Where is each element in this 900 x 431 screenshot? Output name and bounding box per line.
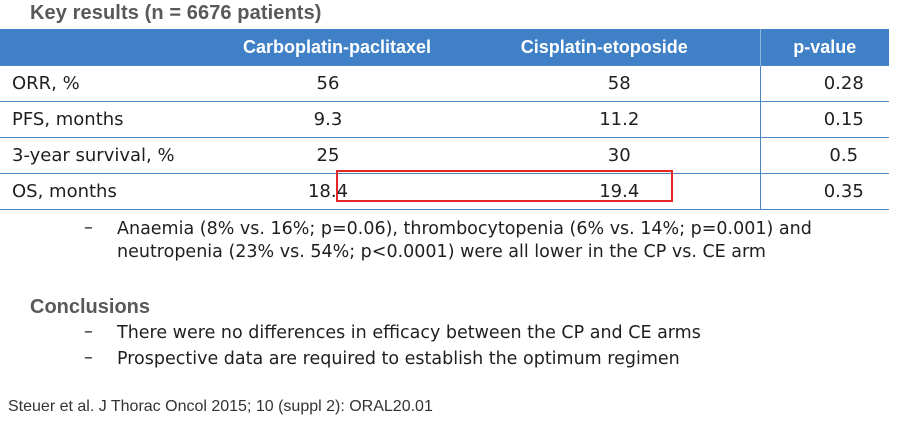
cell-carboplatin-paclitaxel: 9.3 bbox=[225, 101, 449, 138]
table-row: OS, months 18.4 19.4 0.35 bbox=[0, 173, 889, 210]
cell-cisplatin-etoposide: 30 bbox=[449, 137, 760, 174]
bullet-dash: – bbox=[84, 322, 93, 342]
column-header-cisplatin-etoposide: Cisplatin-etoposide bbox=[520, 36, 688, 57]
table-header-row: Carboplatin-paclitaxel Cisplatin-etoposi… bbox=[0, 29, 889, 66]
toxicity-text: Anaemia (8% vs. 16%; p=0.06), thrombocyt… bbox=[117, 219, 812, 262]
results-table: Carboplatin-paclitaxel Cisplatin-etoposi… bbox=[0, 29, 889, 210]
table-row: 3-year survival, % 25 30 0.5 bbox=[0, 137, 889, 174]
conclusion-text: There were no differences in efficacy be… bbox=[117, 323, 701, 343]
cell-carboplatin-paclitaxel: 18.4 bbox=[225, 173, 449, 210]
table-row: PFS, months 9.3 11.2 0.15 bbox=[0, 101, 889, 138]
section-title: Key results (n = 6676 patients) bbox=[30, 2, 322, 24]
cell-cisplatin-etoposide: 58 bbox=[449, 65, 760, 102]
cell-cisplatin-etoposide: 11.2 bbox=[449, 101, 760, 138]
cell-p-value: 0.15 bbox=[759, 101, 889, 138]
cell-carboplatin-paclitaxel: 56 bbox=[225, 65, 449, 102]
bullet-dash: – bbox=[84, 218, 93, 238]
column-header-p-value: p-value bbox=[759, 29, 889, 66]
cell-p-value: 0.28 bbox=[759, 65, 889, 102]
table-row: ORR, % 56 58 0.28 bbox=[0, 65, 889, 102]
cell-p-value: 0.5 bbox=[759, 137, 889, 174]
cell-p-value: 0.35 bbox=[759, 173, 889, 210]
conclusion-text: Prospective data are required to establi… bbox=[117, 349, 680, 369]
bullet-dash: – bbox=[84, 348, 93, 368]
column-header-metric bbox=[0, 29, 225, 66]
citation: Steuer et al. J Thorac Oncol 2015; 10 (s… bbox=[8, 398, 433, 415]
row-label: PFS, months bbox=[0, 101, 225, 138]
conclusions-heading: Conclusions bbox=[30, 296, 151, 318]
row-label: OS, months bbox=[0, 173, 225, 210]
row-label: ORR, % bbox=[0, 65, 225, 102]
column-header-carboplatin-paclitaxel: Carboplatin-paclitaxel bbox=[242, 36, 432, 57]
cell-carboplatin-paclitaxel: 25 bbox=[225, 137, 449, 174]
cell-cisplatin-etoposide: 19.4 bbox=[449, 173, 760, 210]
row-label: 3-year survival, % bbox=[0, 137, 225, 174]
